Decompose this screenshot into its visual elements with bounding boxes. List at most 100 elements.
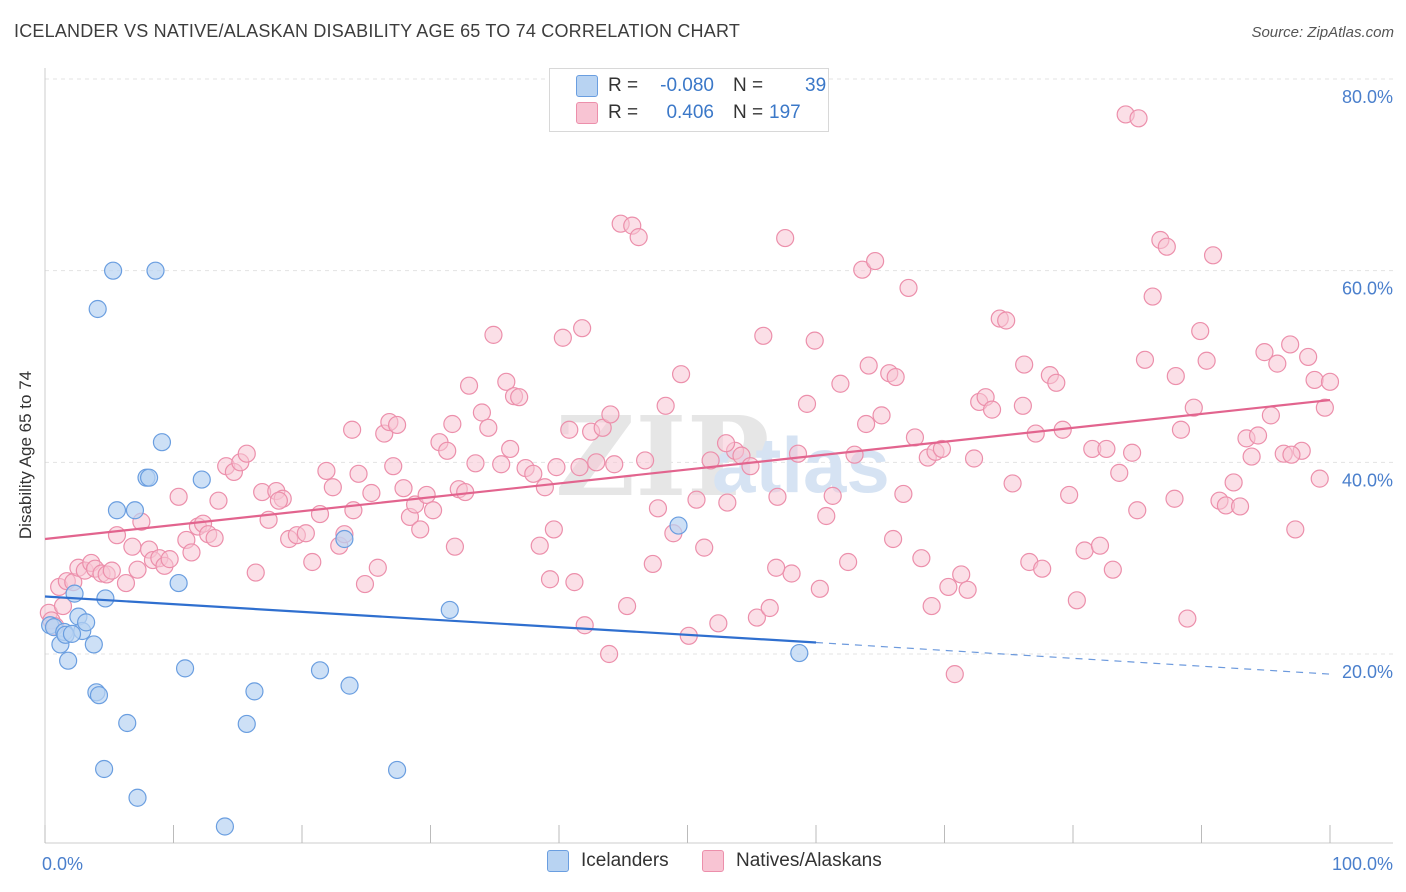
natives-point (831, 374, 850, 393)
natives-point (997, 311, 1016, 330)
natives-point (1003, 474, 1022, 493)
natives-point (741, 457, 760, 476)
icelanders-point (104, 261, 123, 280)
natives-point (1165, 489, 1184, 508)
natives-point (1013, 396, 1032, 415)
natives-point (123, 537, 142, 556)
natives-point (600, 644, 619, 664)
natives-point (237, 444, 256, 463)
natives-point (411, 520, 430, 539)
natives-point (899, 278, 918, 298)
n-value: 39 (805, 75, 827, 96)
y-tick-label: 60.0% (1342, 279, 1393, 299)
r-value: -0.080 (660, 75, 714, 96)
natives-point (269, 491, 288, 510)
natives-point (246, 563, 265, 582)
natives-point (1310, 469, 1329, 488)
natives-point (544, 520, 563, 539)
natives-point (1090, 536, 1110, 555)
natives-point (1282, 445, 1301, 464)
x-tick-label: 0.0% (42, 854, 83, 874)
legend-label: Icelanders (581, 850, 669, 871)
natives-point (492, 455, 511, 474)
natives-point (823, 486, 842, 505)
natives-point (872, 406, 891, 425)
natives-point (479, 418, 498, 437)
natives-point (1184, 398, 1203, 417)
x-tick-label: 100.0% (1332, 854, 1393, 874)
natives-point (1067, 591, 1086, 610)
icelanders-point (62, 624, 82, 643)
natives-point (438, 441, 457, 460)
natives-point (1103, 560, 1122, 579)
n-label: N = (733, 75, 764, 96)
natives-point (384, 457, 403, 476)
natives-point (754, 326, 773, 345)
natives-point (782, 564, 801, 583)
icelanders-point (146, 261, 165, 280)
natives-point (776, 228, 795, 248)
icelanders-point (440, 600, 459, 620)
legend-label: Natives/Alaskans (736, 850, 882, 871)
stats-legend: R = -0.080 N = 39 R = 0.406 N = 197 (549, 68, 829, 132)
natives-point (817, 506, 836, 526)
natives-point (547, 458, 566, 477)
natives-point (102, 561, 121, 580)
natives-point (466, 454, 485, 473)
natives-point (1110, 463, 1129, 482)
y-tick-label: 20.0% (1342, 662, 1393, 682)
natives-point (839, 552, 858, 572)
natives-point (716, 434, 736, 453)
natives-point (1203, 246, 1223, 265)
natives-point (1075, 541, 1094, 560)
natives-point (810, 579, 829, 598)
natives-point (1178, 609, 1197, 628)
natives-point (343, 420, 362, 439)
natives-point (497, 372, 516, 391)
natives-swatch (702, 850, 724, 872)
natives-point (912, 549, 931, 568)
natives-point (1047, 373, 1066, 392)
icelanders-point (245, 682, 264, 701)
natives-point (209, 491, 228, 510)
natives-point (296, 524, 315, 543)
n-label: N = (733, 102, 764, 123)
natives-point (883, 529, 903, 549)
natives-point (423, 501, 443, 520)
legend-item-icelanders[interactable]: Icelanders (547, 850, 669, 872)
natives-point (205, 528, 224, 548)
icelanders-point (192, 470, 211, 489)
natives-point (643, 554, 662, 574)
natives-point (656, 396, 675, 415)
natives-point (1171, 420, 1191, 439)
natives-point (945, 665, 964, 684)
natives-point (1224, 473, 1243, 492)
natives-point (1129, 109, 1148, 128)
natives-point (1123, 443, 1142, 462)
icelanders-point (95, 759, 114, 779)
natives-point (107, 526, 127, 545)
natives-point (169, 487, 188, 506)
icelanders-point (790, 643, 809, 663)
icelanders-point (387, 760, 407, 780)
natives-point (1060, 485, 1079, 505)
natives-point (853, 260, 872, 279)
natives-point (635, 451, 655, 470)
icelanders-trend-extension (815, 641, 1331, 675)
natives-point (368, 558, 387, 577)
y-axis-title: Disability Age 65 to 74 (16, 370, 35, 540)
trend-lines (44, 398, 1331, 675)
natives-point (182, 543, 201, 562)
natives-swatch (576, 102, 598, 124)
icelanders-point (125, 501, 145, 520)
natives-point (709, 614, 728, 633)
natives-point (687, 490, 706, 509)
natives-point (565, 573, 584, 592)
natives-point (964, 449, 984, 468)
series-legend: Icelanders Natives/Alaskans (0, 850, 1406, 878)
natives-point (387, 415, 407, 435)
legend-item-natives-alaskans[interactable]: Natives/Alaskans (702, 850, 882, 872)
icelanders-point (215, 817, 234, 836)
natives-point (1166, 366, 1185, 386)
